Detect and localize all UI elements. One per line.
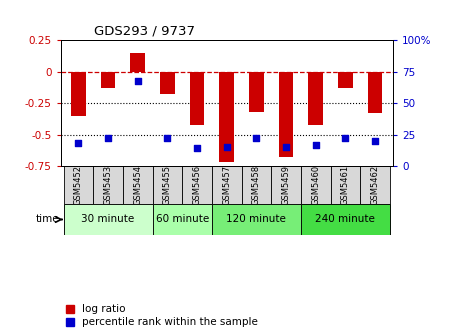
Text: GSM5455: GSM5455	[163, 165, 172, 205]
Point	[75, 141, 82, 146]
Bar	[301, 166, 330, 204]
Bar	[189, 72, 204, 125]
Bar	[271, 166, 301, 204]
Text: GSM5454: GSM5454	[133, 165, 142, 205]
Point	[223, 144, 230, 150]
Bar	[153, 166, 182, 204]
Point	[282, 144, 290, 150]
Text: GSM5462: GSM5462	[370, 165, 379, 205]
Bar	[93, 166, 123, 204]
Bar	[130, 53, 145, 72]
Text: 30 minute: 30 minute	[81, 214, 135, 224]
Bar	[123, 166, 153, 204]
Bar	[101, 72, 115, 88]
Point	[253, 136, 260, 141]
Text: GSM5459: GSM5459	[282, 165, 291, 205]
Bar	[219, 72, 234, 162]
Bar	[64, 166, 93, 204]
Point	[134, 78, 141, 83]
Bar	[308, 72, 323, 125]
Text: GSM5461: GSM5461	[341, 165, 350, 205]
Bar	[71, 72, 86, 116]
Point	[312, 142, 319, 148]
Point	[105, 136, 112, 141]
Bar	[212, 204, 301, 235]
Bar	[338, 72, 353, 88]
Text: GSM5457: GSM5457	[222, 165, 231, 205]
Bar	[242, 166, 271, 204]
Bar	[330, 166, 360, 204]
Point	[194, 146, 201, 151]
Bar	[182, 166, 212, 204]
Text: GDS293 / 9737: GDS293 / 9737	[94, 25, 195, 38]
Bar	[249, 72, 264, 112]
Text: 240 minute: 240 minute	[316, 214, 375, 224]
Point	[342, 136, 349, 141]
Text: GSM5460: GSM5460	[311, 165, 320, 205]
Text: GSM5456: GSM5456	[193, 165, 202, 205]
Bar	[160, 72, 175, 94]
Bar	[301, 204, 390, 235]
Text: GSM5452: GSM5452	[74, 165, 83, 205]
Bar	[64, 204, 153, 235]
Point	[164, 136, 171, 141]
Bar	[368, 72, 383, 113]
Bar	[360, 166, 390, 204]
Bar	[279, 72, 294, 157]
Text: 120 minute: 120 minute	[226, 214, 286, 224]
Text: GSM5458: GSM5458	[252, 165, 261, 205]
Text: GSM5453: GSM5453	[104, 165, 113, 205]
Bar	[153, 204, 212, 235]
Text: 60 minute: 60 minute	[156, 214, 209, 224]
Bar	[212, 166, 242, 204]
Point	[371, 138, 379, 143]
Text: time: time	[35, 214, 59, 224]
Legend: log ratio, percentile rank within the sample: log ratio, percentile rank within the sa…	[66, 304, 258, 327]
